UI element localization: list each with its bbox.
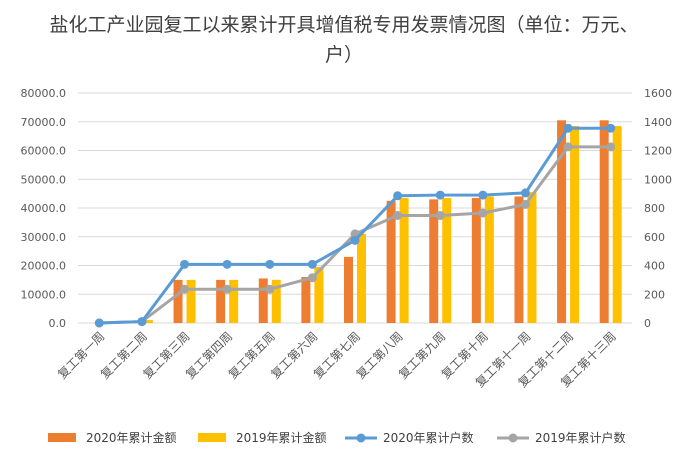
bar-2020年累计金额 (557, 120, 567, 323)
bar-2019年累计金额 (442, 197, 452, 323)
point-2020年累计户数 (307, 259, 317, 269)
legend-swatch (198, 433, 226, 442)
y-left-tick-label: 50000.0 (21, 173, 67, 186)
bar-2019年累计金额 (570, 126, 580, 323)
chart-title: 盐化工产业园复工以来累计开具增值税专用发票情况图（单位：万元、户） (49, 14, 639, 66)
bar-2019年累计金额 (271, 279, 281, 323)
y-left-tick-label: 40000.0 (21, 202, 67, 215)
point-2019年累计户数 (265, 284, 275, 294)
y-right-tick-label: 1600 (644, 87, 672, 100)
y-right-tick-label: 1200 (644, 145, 672, 158)
y-left-tick-label: 10000.0 (21, 288, 67, 301)
gridlines (78, 92, 632, 324)
point-2020年累计户数 (520, 188, 530, 198)
legend: 2020年累计金额 2019年累计金额 2020年累计户数 2019年累计户数 (48, 430, 626, 445)
point-2019年累计户数 (478, 208, 488, 218)
bar-2019年累计金额 (399, 197, 409, 323)
legend-marker (356, 433, 366, 443)
point-2020年累计户数 (393, 191, 403, 201)
legend-label: 2020年累计户数 (383, 430, 474, 445)
point-2019年累计户数 (606, 142, 616, 152)
bar-2020年累计金额 (599, 120, 609, 323)
y-right-tick-label: 400 (644, 260, 665, 273)
legend-marker (508, 433, 518, 443)
bar-2020年累计金额 (258, 278, 268, 323)
y-right-tick-label: 1000 (644, 173, 672, 186)
legend-label: 2019年累计金额 (236, 430, 327, 445)
point-2020年累计户数 (563, 123, 573, 133)
bar-2020年累计金额 (429, 199, 439, 323)
legend-label: 2020年累计金额 (86, 430, 177, 445)
legend-swatch (48, 433, 76, 442)
bar-2020年累计金额 (471, 197, 481, 323)
point-2020年累计户数 (222, 259, 232, 269)
bar-2020年累计金额 (301, 277, 311, 323)
axes: 0.0 10000.0 20000.0 30000.0 40000.0 50000.0 60… (21, 87, 673, 330)
point-2020年累计户数 (478, 190, 488, 200)
y-right-tick-label: 600 (644, 231, 665, 244)
x-tick-labels: 复工第一周复工第二周复工第三周复工第四周复工第五周复工第六周复工第七周复工第八周… (55, 329, 619, 390)
bar-2019年累计金额 (357, 233, 366, 323)
y-left-tick-label: 80000.0 (21, 87, 67, 100)
point-2020年累计户数 (180, 259, 190, 269)
line-series (94, 123, 616, 328)
point-2020年累计户数 (606, 123, 616, 133)
bar-2019年累计金额 (143, 320, 153, 323)
point-2020年累计户数 (350, 235, 360, 245)
point-2020年累计户数 (265, 259, 275, 269)
y-left-tick-label: 70000.0 (21, 116, 67, 129)
bar-2020年累计金额 (344, 256, 353, 323)
y-left-tick-label: 30000.0 (21, 231, 67, 244)
bar-series (130, 120, 622, 323)
bar-2019年累计金额 (314, 266, 324, 323)
bar-2019年累计金额 (186, 279, 196, 323)
point-2019年累计户数 (393, 210, 403, 220)
point-2019年累计户数 (180, 284, 190, 294)
y-left-tick-label: 0.0 (49, 317, 67, 330)
bar-2019年累计金额 (612, 126, 622, 323)
point-2019年累计户数 (520, 199, 530, 209)
bar-2020年累计金额 (514, 196, 524, 323)
y-right-tick-label: 200 (644, 288, 665, 301)
bar-2020年累计金额 (216, 279, 226, 323)
point-2019年累计户数 (222, 284, 232, 294)
y-right-tick-label: 1400 (644, 116, 672, 129)
y-right-tick-label: 0 (644, 317, 651, 330)
y-left-tick-label: 60000.0 (21, 145, 67, 158)
legend-label: 2019年累计户数 (535, 430, 626, 445)
point-2019年累计户数 (307, 273, 317, 283)
point-2020年累计户数 (94, 318, 104, 328)
bar-2020年累计金额 (173, 279, 183, 323)
bar-2019年累计金额 (229, 279, 239, 323)
bar-2020年累计金额 (386, 200, 396, 323)
point-2019年累计户数 (563, 142, 573, 152)
bar-2019年累计金额 (527, 192, 537, 323)
point-2020年累计户数 (137, 317, 147, 327)
point-2019年累计户数 (435, 210, 445, 220)
y-left-tick-label: 20000.0 (21, 260, 67, 273)
bar-2019年累计金额 (484, 196, 494, 323)
y-right-tick-label: 800 (644, 202, 665, 215)
point-2020年累计户数 (435, 190, 445, 200)
